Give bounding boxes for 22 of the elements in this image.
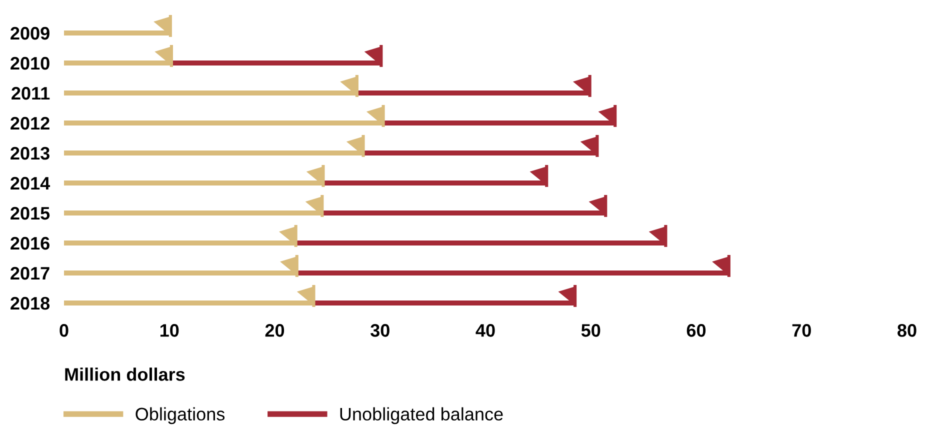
legend-label: Obligations <box>136 407 225 424</box>
x-tick-label: 0 <box>60 324 68 337</box>
y-tick-label: 2012 <box>10 116 50 130</box>
y-tick-label: 2011 <box>12 86 50 100</box>
y-tick-label: 2018 <box>10 296 50 310</box>
legend-label: Unobligated balance <box>340 407 503 424</box>
x-tick-label: 50 <box>581 324 600 337</box>
y-tick-label: 2015 <box>10 206 50 220</box>
x-tick-label: 40 <box>476 324 495 337</box>
y-tick-label: 2013 <box>10 146 50 160</box>
y-tick-label: 2016 <box>10 236 50 250</box>
y-tick-label: 2009 <box>10 26 50 40</box>
y-tick-label: 2014 <box>10 176 50 190</box>
y-tick-label: 2010 <box>10 56 50 70</box>
x-tick-label: 80 <box>898 324 916 337</box>
x-tick-label: 70 <box>792 324 811 337</box>
x-tick-label: 20 <box>265 324 284 337</box>
y-tick-label: 2017 <box>10 266 50 280</box>
x-tick-label: 10 <box>160 324 179 337</box>
x-tick-label: 30 <box>370 324 390 337</box>
x-axis-title: Million dollars <box>65 368 185 381</box>
x-tick-label: 60 <box>686 324 706 337</box>
